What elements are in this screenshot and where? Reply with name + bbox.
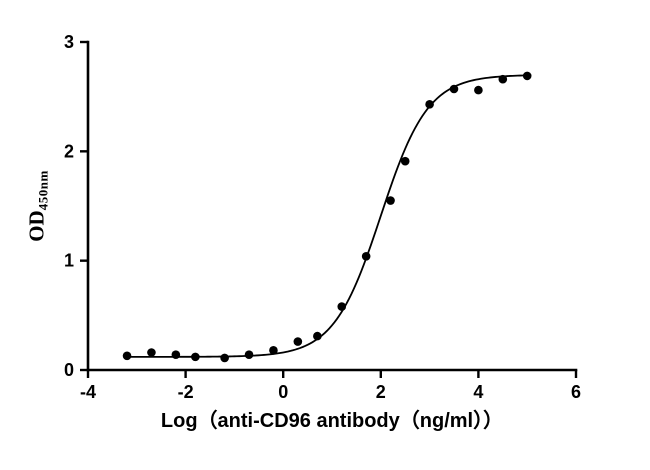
x-tick-label: 2 <box>376 382 386 402</box>
data-point <box>293 337 303 346</box>
fit-curve <box>127 74 528 358</box>
x-tick-label: 4 <box>473 382 483 402</box>
data-point <box>361 251 371 261</box>
y-tick-label: 2 <box>64 141 74 161</box>
data-point <box>269 346 278 355</box>
data-point <box>220 353 229 363</box>
x-tick-label: 0 <box>278 382 288 402</box>
x-tick-label: 6 <box>571 382 581 402</box>
data-point <box>171 350 181 359</box>
x-axis-label: Log（anti-CD96 antibody（ng/ml）） <box>160 410 504 432</box>
data-point <box>147 348 156 357</box>
data-point <box>449 84 459 94</box>
x-tick-label: -2 <box>178 382 194 402</box>
y-axis-label: OD450nm <box>25 170 52 242</box>
data-point <box>386 196 395 205</box>
data-point <box>337 302 347 311</box>
y-tick-label: 0 <box>64 360 74 380</box>
data-point <box>522 71 532 81</box>
y-axis-label-subscript: 450nm <box>35 170 51 211</box>
y-axis-label-main: OD <box>24 210 49 242</box>
data-point <box>474 85 483 95</box>
data-point <box>498 74 508 84</box>
y-tick-label: 1 <box>64 251 74 271</box>
data-point <box>400 156 410 166</box>
data-point <box>244 350 254 359</box>
data-point <box>191 352 200 362</box>
data-point <box>313 331 322 341</box>
y-tick-label: 3 <box>64 32 74 52</box>
data-point <box>122 351 132 361</box>
data-point <box>425 100 434 109</box>
x-tick-label: -4 <box>80 382 96 402</box>
